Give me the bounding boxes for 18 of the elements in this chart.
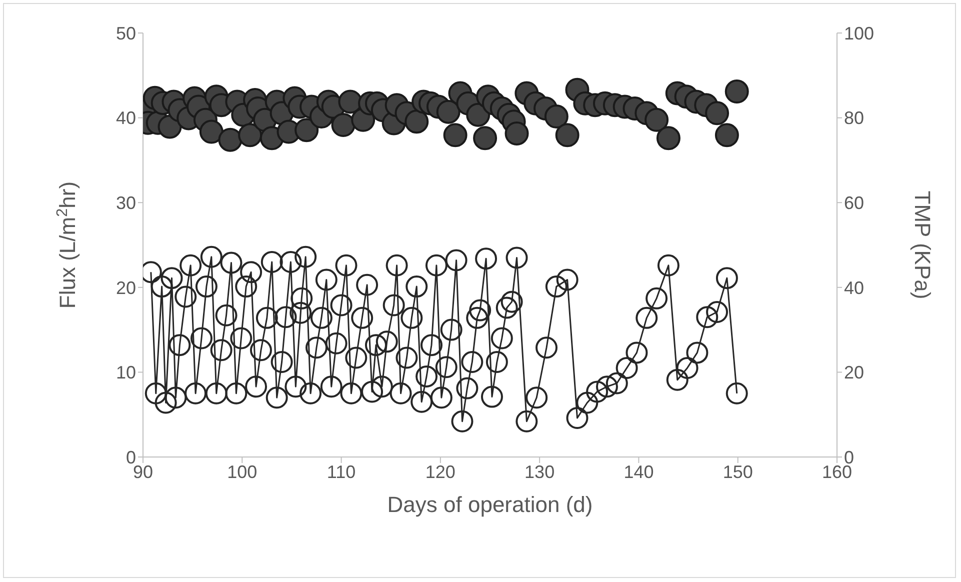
- x-tick-label: 110: [326, 462, 356, 482]
- y-tick-label: 40: [116, 108, 136, 128]
- y2-tick-label: 100: [844, 23, 874, 44]
- x-tick-label: 100: [227, 462, 258, 482]
- x-tick-label: 140: [624, 462, 654, 482]
- y-tick-label: 20: [116, 278, 136, 298]
- y2-tick-label: 80: [844, 108, 864, 128]
- y-tick-label: 30: [116, 192, 136, 213]
- y2-axis-title: TMP (KPa): [910, 190, 935, 300]
- y2-tick-label: 20: [844, 362, 864, 383]
- y2-tick-label: 60: [844, 192, 864, 213]
- x-tick-label: 130: [524, 462, 555, 482]
- x-tick-label: 120: [425, 462, 456, 482]
- x-tick-label: 150: [722, 462, 753, 482]
- x-axis-title: Days of operation (d): [387, 492, 593, 517]
- y-tick-label: 50: [116, 23, 136, 44]
- y-tick-label: 10: [116, 362, 136, 383]
- y2-tick-label: 40: [844, 278, 864, 298]
